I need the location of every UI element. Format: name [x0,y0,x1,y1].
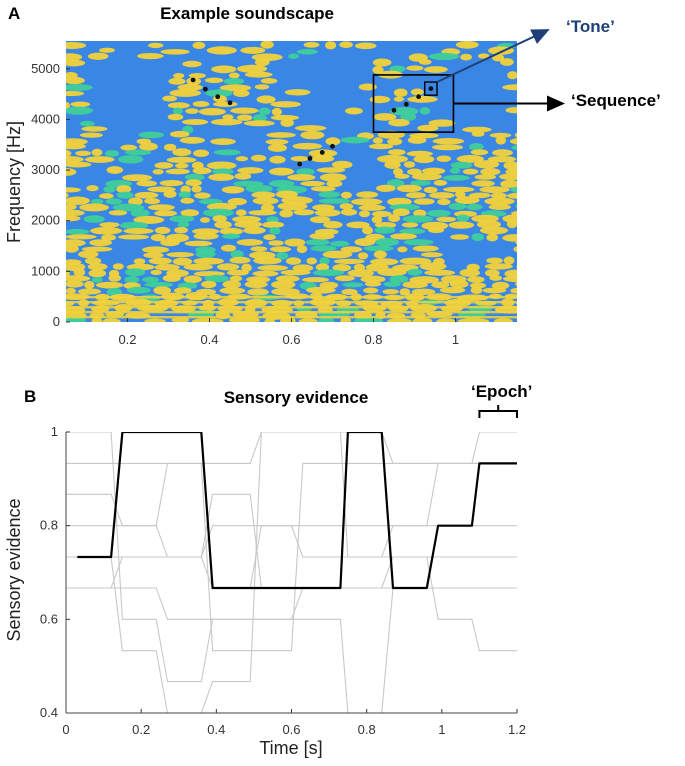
y-tick-label: 5000 [31,61,60,76]
evidence-line [66,587,517,713]
y-tick-label: 0 [53,314,60,329]
spectrogram-plot: 0.2 0.4 0.6 0.8 1 0 1000 2000 3000 4000 5000 [31,41,517,347]
evidence-xlabel: Time [s] [259,738,322,758]
evidence-plot: 0 0.2 0.4 0.6 0.8 1 1.2 0.4 0.6 0.8 1 [40,424,526,737]
y-tick-label: 2000 [31,213,60,228]
main-evidence-trace [77,432,517,590]
tone-dot [416,94,421,100]
tone-box [424,81,438,96]
x-tick-label: 1.2 [508,722,526,737]
x-tick-label: 0.4 [207,722,225,737]
tone-dot [307,156,313,161]
tone-dot [319,149,325,155]
x-tick-label: 1 [452,332,459,347]
sequence-annotation: ‘Sequence’ [571,91,661,110]
tone-dot [190,77,196,83]
tone-dot [330,143,335,149]
tone-arrow [436,29,550,83]
tone-dot [403,101,409,107]
y-tick-label: 0.8 [40,518,58,533]
x-tick-label: 0.6 [282,722,300,737]
tone-dot [227,100,233,106]
evidence-title: Sensory evidence [224,388,369,407]
y-tick-label: 1 [51,424,58,439]
x-tick-label: 0.2 [118,332,136,347]
tone-sequences [190,77,434,167]
evidence-line [66,525,517,652]
evidence-axes: 0 0.2 0.4 0.6 0.8 1 1.2 0.4 0.6 0.8 1 [40,424,526,737]
evidence-line [66,462,517,652]
y-tick-label: 0.6 [40,611,58,626]
x-tick-label: 0.8 [364,332,382,347]
x-tick-label: 0 [62,722,69,737]
y-tick-label: 3000 [31,162,60,177]
tone-dot [203,86,208,92]
x-tick-label: 0.6 [282,332,300,347]
tone-annotation: ‘Tone’ [566,17,615,36]
x-tick-label: 0.4 [200,332,218,347]
x-tick-label: 0.8 [358,722,376,737]
epoch-annotation: ‘Epoch’ [471,382,532,401]
evidence-plot-area [66,432,517,713]
spectrogram-ylabel: Frequency [Hz] [4,121,24,243]
other-evidence-traces [66,432,517,713]
x-tick-label: 0.2 [132,722,150,737]
spectrogram-axes: 0.2 0.4 0.6 0.8 1 0 1000 2000 3000 4000 5000 [31,61,459,347]
y-tick-label: 1000 [31,263,60,278]
tone-dot [215,94,221,100]
evidence-line [66,432,517,464]
evidence-line-main [77,432,517,590]
tone-dot [391,107,397,113]
panel-a-letter: A [8,4,20,23]
x-tick-label: 1 [438,722,445,737]
tone-dot [428,86,434,91]
epoch-bracket [478,405,518,418]
evidence-line [66,493,517,589]
evidence-ylabel: Sensory evidence [4,498,24,641]
y-tick-label: 4000 [31,111,60,126]
y-tick-label: 0.4 [40,705,58,720]
spectrogram-title: Example soundscape [160,4,334,23]
panel-b-letter: B [24,387,36,406]
tone-dot [297,161,303,167]
